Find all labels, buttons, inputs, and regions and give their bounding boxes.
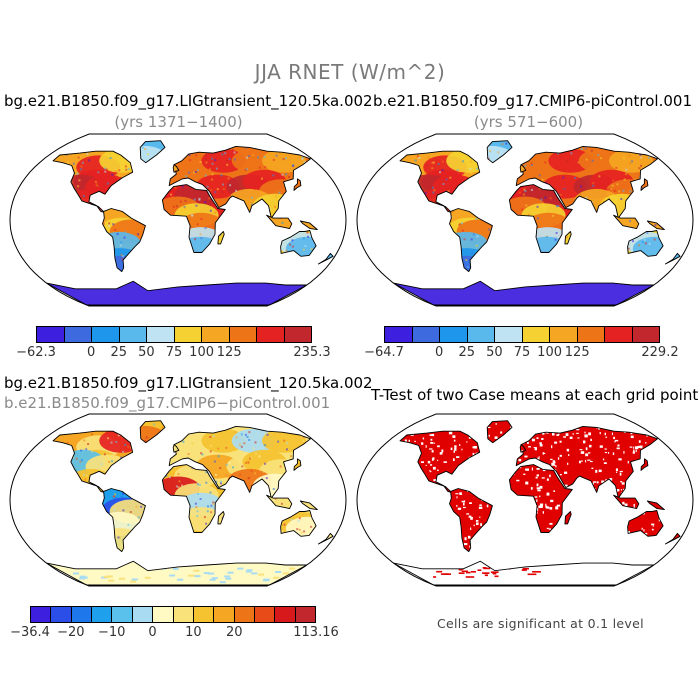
panel-4-title: T-Test of two Case means at each grid po… <box>371 386 699 404</box>
colorbar-tick-label: 125 <box>564 345 590 360</box>
colorbar-tick-label: 100 <box>189 345 215 360</box>
colorbar-tick-label: 229.2 <box>641 345 679 360</box>
colorbar-swatch <box>467 327 495 342</box>
colorbar-tick-label: −64.7 <box>364 345 404 360</box>
colorbar-swatch <box>229 327 257 342</box>
panel-4-footnote: Cells are significant at 0.1 level <box>437 616 644 631</box>
panel-1-colorbar <box>36 326 312 343</box>
panel-3-map <box>9 413 347 587</box>
panel-2-map <box>356 133 694 307</box>
colorbar-swatch <box>412 327 440 342</box>
colorbar-swatch <box>605 327 633 342</box>
colorbar-tick-label: 235.3 <box>293 345 331 360</box>
colorbar-swatch <box>193 607 215 622</box>
colorbar-tick-label: −10 <box>97 625 126 640</box>
panel-2-title: b.e21.B1850.f09_g17.CMIP6-piControl.001 <box>373 92 692 110</box>
colorbar-tick-label: 0 <box>148 625 157 640</box>
colorbar-swatch <box>522 327 550 342</box>
colorbar-swatch <box>632 327 659 342</box>
colorbar-swatch <box>92 327 120 342</box>
figure-title: JJA RNET (W/m^2) <box>254 60 446 84</box>
colorbar-swatch <box>202 327 230 342</box>
colorbar-tick-label: 20 <box>226 625 243 640</box>
colorbar-swatch <box>254 607 276 622</box>
colorbar-swatch <box>550 327 578 342</box>
panel-3-colorbar <box>30 606 316 623</box>
colorbar-swatch <box>385 327 413 342</box>
colorbar-tick-label: 25 <box>458 345 476 360</box>
panel-2-colorbar <box>384 326 660 343</box>
colorbar-tick-label: 50 <box>138 345 155 360</box>
colorbar-swatch <box>295 607 316 622</box>
colorbar-swatch <box>37 327 65 342</box>
colorbar-tick-label: 75 <box>513 345 531 360</box>
panel-1-subtitle: (yrs 1371−1400) <box>114 113 243 131</box>
colorbar-tick-label: 50 <box>486 345 503 360</box>
panel-1-map <box>9 133 347 307</box>
colorbar-swatch <box>284 327 311 342</box>
colorbar-tick-label: −62.3 <box>16 345 56 360</box>
colorbar-swatch <box>257 327 285 342</box>
colorbar-tick-label: 10 <box>185 625 202 640</box>
colorbar-tick-label: −36.4 <box>10 625 50 640</box>
colorbar-swatch <box>440 327 468 342</box>
colorbar-swatch <box>173 607 194 622</box>
colorbar-tick-label: 125 <box>216 345 242 360</box>
colorbar-swatch <box>51 607 72 622</box>
panel-1-title: bg.e21.B1850.f09_g17.LIGtransient_120.5k… <box>4 92 373 110</box>
panel-4-map <box>356 413 694 587</box>
colorbar-swatch <box>275 607 296 622</box>
colorbar-swatch <box>71 607 93 622</box>
colorbar-swatch <box>31 607 52 622</box>
colorbar-swatch <box>234 607 255 622</box>
colorbar-swatch <box>119 327 147 342</box>
colorbar-swatch <box>577 327 605 342</box>
panel-2-subtitle: (yrs 571−600) <box>473 113 584 131</box>
colorbar-tick-label: 75 <box>165 345 183 360</box>
colorbar-swatch <box>92 607 113 622</box>
colorbar-swatch <box>153 607 174 622</box>
colorbar-swatch <box>174 327 202 342</box>
colorbar-swatch <box>147 327 175 342</box>
colorbar-swatch <box>214 607 235 622</box>
colorbar-tick-label: 0 <box>87 345 96 360</box>
colorbar-swatch <box>132 607 154 622</box>
colorbar-tick-label: −20 <box>57 625 85 640</box>
colorbar-swatch <box>64 327 92 342</box>
colorbar-tick-label: 0 <box>435 345 444 360</box>
colorbar-tick-label: 25 <box>110 345 128 360</box>
panel-3-title: bg.e21.B1850.f09_g17.LIGtransient_120.5k… <box>4 374 373 392</box>
panel-3-subtitle: b.e21.B1850.f09_g17.CMIP6−piControl.001 <box>4 394 331 412</box>
colorbar-swatch <box>112 607 133 622</box>
colorbar-tick-label: 113.16 <box>293 625 339 640</box>
colorbar-swatch <box>495 327 523 342</box>
colorbar-tick-label: 100 <box>537 345 563 360</box>
